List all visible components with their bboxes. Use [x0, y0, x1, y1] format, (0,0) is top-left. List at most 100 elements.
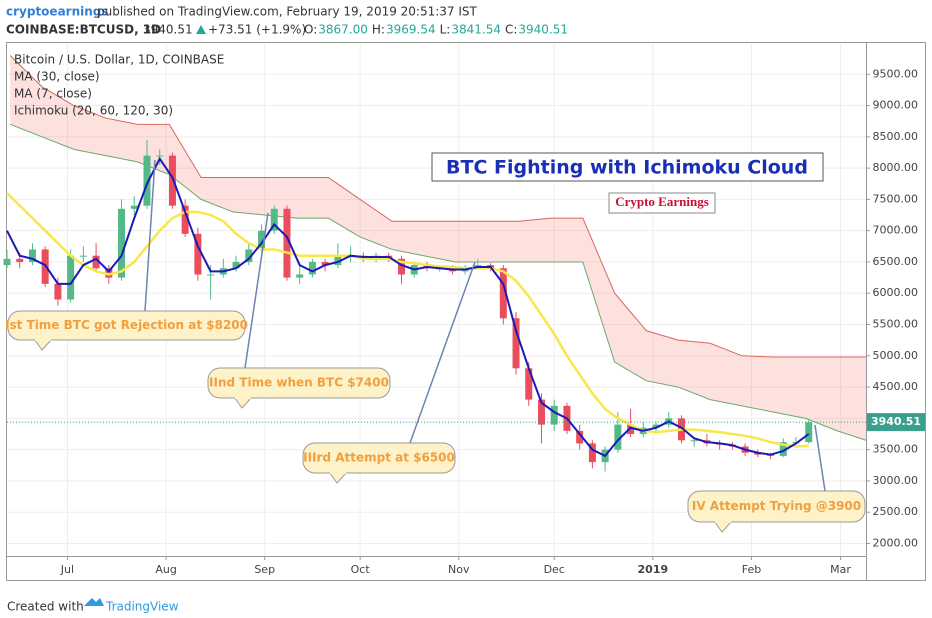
candle-body: [512, 318, 520, 369]
candle-body: [334, 255, 342, 266]
y-tick-label: 6000.00: [873, 286, 919, 299]
candle-body: [194, 233, 202, 275]
candle-body: [245, 249, 253, 262]
candle-body: [588, 443, 596, 463]
frame: [6, 42, 926, 581]
candle-body: [690, 440, 698, 442]
y-tick-label: 3500.00: [873, 443, 919, 456]
candle-body: [67, 255, 75, 300]
callout-box: [207, 367, 391, 399]
ohlc-label: O:: [304, 23, 317, 37]
callout-text: IIIrd Attempt at $6500: [303, 451, 455, 465]
x-tick-label: Dec: [544, 563, 565, 576]
title-box: [431, 152, 824, 182]
ohlc-value: 3841.54: [451, 23, 501, 37]
legend-entry: MA (30, close): [14, 70, 100, 84]
callout-text: IV Attempt Trying @3900: [692, 499, 861, 513]
y-tick-label: 8000.00: [873, 161, 919, 174]
candle-body: [105, 268, 113, 278]
candle-body: [398, 258, 406, 275]
chart-title: BTC Fighting with Ichimoku Cloud: [446, 157, 808, 179]
y-tick-label: 5000.00: [873, 349, 919, 362]
y-tick-label: 9000.00: [873, 99, 919, 112]
ichimoku-lower: [9, 123, 867, 441]
callout-box: [7, 310, 246, 341]
published: published on TradingView.com, February 1…: [97, 5, 478, 19]
candle-body: [779, 442, 787, 456]
y-tick-label: 3000.00: [873, 474, 919, 487]
callout-tail-cover: [715, 520, 731, 523]
candle-body: [525, 368, 533, 400]
ichimoku-cloud: [10, 55, 867, 441]
candle-body: [652, 424, 660, 428]
change: +73.51 (+1.9%): [208, 23, 306, 37]
ohlc-value: 3940.51: [518, 23, 568, 37]
y-tick-label: 7500.00: [873, 192, 919, 205]
candle-body: [143, 155, 151, 206]
candle-body: [168, 155, 176, 206]
ma-line: [6, 156, 810, 458]
callout-tail-cover: [35, 338, 51, 341]
callout-box: [687, 490, 866, 523]
x-tick-label: Sep: [254, 563, 275, 576]
candle-body: [270, 208, 278, 231]
callout-tail-cover: [235, 396, 251, 399]
ohlc-value: 3969.54: [386, 23, 436, 37]
chart-subtitle: Crypto Earnings: [615, 194, 709, 209]
callout-pointer: [144, 159, 156, 312]
ohlc: O: 3867.00 H: 3969.54 L: 3841.54 C: 3940.51: [304, 23, 568, 37]
candle-body: [308, 261, 316, 275]
candle-body: [130, 205, 138, 209]
candle-body: [3, 258, 11, 266]
callout-pointer: [244, 212, 269, 369]
candle-body: [805, 422, 813, 443]
candle-body: [16, 258, 24, 262]
ohlc-value: 3867.00: [318, 23, 368, 37]
y-tick-label: 8500.00: [873, 130, 919, 143]
x-tick-label: Feb: [742, 563, 761, 576]
candle-body: [576, 430, 584, 444]
symbol: COINBASE:BTCUSD, 1D: [6, 23, 161, 37]
footer-brand: TradingView: [105, 600, 179, 614]
candle-body: [232, 261, 240, 269]
y-tick-label: 5500.00: [873, 318, 919, 331]
candle-body: [627, 424, 635, 435]
candle-body: [28, 249, 36, 262]
ohlc-label: C:: [505, 23, 517, 37]
price-badge-label: 3940.51: [871, 415, 921, 428]
candle-body: [283, 208, 291, 278]
legend-entry: MA (7, close): [14, 87, 92, 101]
candle-body: [207, 274, 215, 276]
callout-text: IInd Time when BTC $7400: [209, 376, 389, 390]
x-tick-label: Oct: [351, 563, 371, 576]
candle-body: [54, 283, 62, 300]
candle-body: [499, 268, 507, 319]
y-tick-label: 7000.00: [873, 224, 919, 237]
footer-created: Created with: [7, 600, 84, 614]
y-tick-label: 2500.00: [873, 505, 919, 518]
callout-tail-cover: [330, 471, 346, 474]
logo: [84, 598, 104, 606]
candle-body: [181, 205, 189, 234]
x-tick-label: Jul: [60, 563, 74, 576]
candle-body: [92, 255, 100, 269]
x-tick-label: Nov: [448, 563, 470, 576]
candle-body: [296, 274, 304, 278]
ichimoku-upper: [9, 55, 866, 358]
candle-body: [550, 405, 558, 425]
price-badge: [867, 413, 925, 432]
y-tick-label: 2000.00: [873, 536, 919, 549]
ohlc-label: L:: [440, 23, 451, 37]
y-tick-label: 6500.00: [873, 255, 919, 268]
candle-body: [156, 155, 164, 157]
candle-body: [118, 208, 126, 278]
plot: 2000.002500.003000.003500.004000.004500.…: [3, 43, 925, 576]
candle-body: [537, 399, 545, 425]
subtitle-box: [608, 192, 716, 214]
candle-body: [614, 424, 622, 450]
x-tick-label: Mar: [830, 563, 851, 576]
y-tick-label: 4500.00: [873, 380, 919, 393]
legend-symbol: Bitcoin / U.S. Dollar, 1D, COINBASE: [14, 53, 224, 67]
